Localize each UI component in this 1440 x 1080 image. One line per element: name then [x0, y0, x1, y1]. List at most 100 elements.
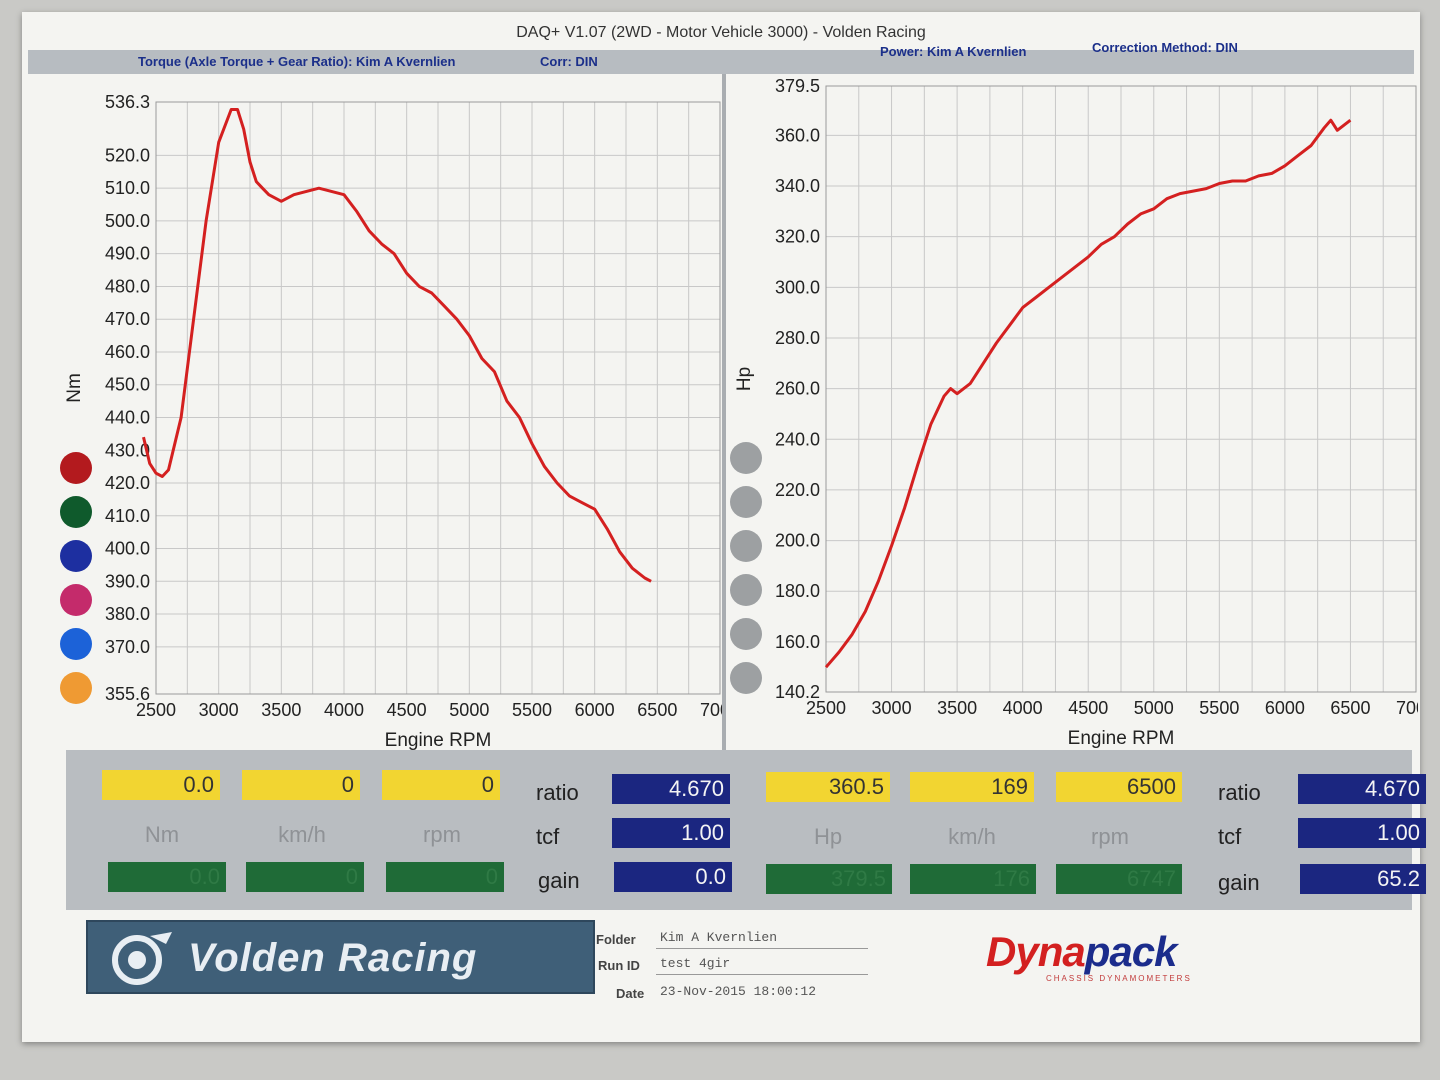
y-tick-label: 380.0 [105, 604, 150, 624]
ratio-label-right: ratio [1218, 780, 1261, 805]
speed-peak-value-right: 176 [910, 864, 1036, 894]
x-tick-label: 6500 [637, 700, 677, 720]
run-slot-dot[interactable] [730, 486, 762, 518]
torque-run-legend [60, 452, 100, 722]
plot-frame [825, 85, 1417, 693]
brand-name: Volden Racing [188, 936, 478, 980]
run-slot-dot[interactable] [730, 574, 762, 606]
torque-current-value: 0.0 [102, 770, 220, 800]
y-tick-label: 420.0 [105, 473, 150, 493]
power-unit: Hp [813, 824, 843, 849]
dynapack-pack: pack [1084, 928, 1178, 975]
torque-peak-value: 0.0 [108, 862, 226, 892]
y-tick-label: 180.0 [775, 581, 820, 601]
x-tick-label: 5000 [1134, 698, 1174, 718]
folder-underline [656, 948, 868, 949]
speed-current-value-right: 169 [910, 772, 1034, 802]
y-tick-label: 240.0 [775, 429, 820, 449]
power-chart: 379.5 360.0 340.0 320.0 300.0 280.0 260.0 240.0… [734, 76, 1418, 749]
x-tick-label: 3000 [872, 698, 912, 718]
y-tick-label: 440.0 [105, 407, 150, 427]
x-tick-label: 4500 [387, 700, 427, 720]
rpm-unit: rpm [423, 822, 461, 847]
readout-panel: 0.0 0 0 Nm km/h rpm 0.0 0 0 ratio tcf ga… [66, 750, 1426, 910]
x-tick-label: 4000 [324, 700, 364, 720]
rpm-peak-value: 0 [386, 862, 504, 892]
torque-description: Torque (Axle Torque + Gear Ratio): Kim A… [138, 54, 456, 69]
run-color-dot[interactable] [60, 584, 92, 616]
speed-unit: km/h [278, 822, 326, 847]
plot-frame [155, 101, 721, 695]
y-tick-label: 360.0 [775, 125, 820, 145]
series-line [142, 108, 652, 583]
x-tick-label: 5500 [1199, 698, 1239, 718]
rpm-current-value: 0 [382, 770, 500, 800]
series-line [824, 118, 1352, 669]
x-tick-label: 2500 [806, 698, 846, 718]
y-tick-label: 340.0 [775, 176, 820, 196]
y-tick-label: 536.3 [105, 92, 150, 112]
power-description: Power: Kim A Kvernlien [880, 44, 1027, 59]
x-tick-label: 7000 [1396, 698, 1418, 718]
y-tick-label: 320.0 [775, 227, 820, 247]
x-axis-title: Engine RPM [385, 730, 492, 751]
gain-label-right: gain [1218, 870, 1260, 895]
run-color-dot[interactable] [60, 496, 92, 528]
footer: Volden Racing Folder Kim A Kvernlien Run… [22, 914, 1420, 1034]
y-tick-label: 430.0 [105, 440, 150, 460]
header-bar: Torque (Axle Torque + Gear Ratio): Kim A… [28, 40, 1414, 74]
torque-chart: 536.3 520.0 510.0 500.0 490.0 480.0 470.0 460.0… [64, 92, 722, 751]
x-tick-label: 4500 [1068, 698, 1108, 718]
run-color-dot[interactable] [60, 628, 92, 660]
dynapack-logo: Dynapack CHASSIS DYNAMOMETERS [986, 928, 1190, 983]
folder-label: Folder [596, 932, 636, 947]
y-axis-title: Hp [734, 367, 755, 391]
run-color-dot[interactable] [60, 540, 92, 572]
x-tick-label: 3000 [199, 700, 239, 720]
y-tick-label: 520.0 [105, 145, 150, 165]
x-tick-label: 3500 [261, 700, 301, 720]
x-tick-label: 6000 [1265, 698, 1305, 718]
tcf-value-right: 1.00 [1298, 818, 1426, 848]
speed-unit-right: km/h [948, 824, 996, 849]
x-tick-label: 5500 [512, 700, 552, 720]
dynapack-subtitle: CHASSIS DYNAMOMETERS [1046, 974, 1192, 983]
run-slot-dot[interactable] [730, 530, 762, 562]
x-tick-label: 4000 [1003, 698, 1043, 718]
y-tick-label: 370.0 [105, 637, 150, 657]
run-slot-dot[interactable] [730, 442, 762, 474]
run-color-dot[interactable] [60, 672, 92, 704]
y-tick-label: 400.0 [105, 539, 150, 559]
x-tick-label: 3500 [937, 698, 977, 718]
x-axis-title: Engine RPM [1068, 728, 1175, 749]
dynapack-dyna: Dyna [986, 928, 1086, 975]
y-tick-label: 379.5 [775, 76, 820, 96]
correction-method: Correction Method: DIN [1092, 40, 1238, 55]
tcf-label-left: tcf [536, 824, 560, 849]
y-tick-label: 280.0 [775, 328, 820, 348]
runid-label: Run ID [598, 958, 640, 973]
power-peak-value: 379.5 [766, 864, 892, 894]
y-tick-label: 500.0 [105, 211, 150, 231]
y-axis-title: Nm [64, 373, 85, 403]
y-tick-label: 160.0 [775, 632, 820, 652]
y-tick-label: 460.0 [105, 342, 150, 362]
y-tick-label: 200.0 [775, 531, 820, 551]
gain-value-right: 65.2 [1300, 864, 1426, 894]
run-slot-dot[interactable] [730, 662, 762, 694]
correction-left: Corr: DIN [540, 54, 598, 69]
y-tick-label: 510.0 [105, 178, 150, 198]
chart-divider [722, 74, 726, 756]
date-value: 23-Nov-2015 18:00:12 [660, 984, 817, 999]
run-color-dot[interactable] [60, 452, 92, 484]
y-tick-label: 410.0 [105, 506, 150, 526]
x-tick-label: 2500 [136, 700, 176, 720]
runid-underline [656, 974, 868, 975]
run-slot-dot[interactable] [730, 618, 762, 650]
turbo-icon [112, 932, 172, 985]
speed-current-value: 0 [242, 770, 360, 800]
y-tick-label: 470.0 [105, 309, 150, 329]
x-tick-label: 6000 [575, 700, 615, 720]
x-tick-label: 7000 [700, 700, 722, 720]
y-tick-label: 220.0 [775, 480, 820, 500]
